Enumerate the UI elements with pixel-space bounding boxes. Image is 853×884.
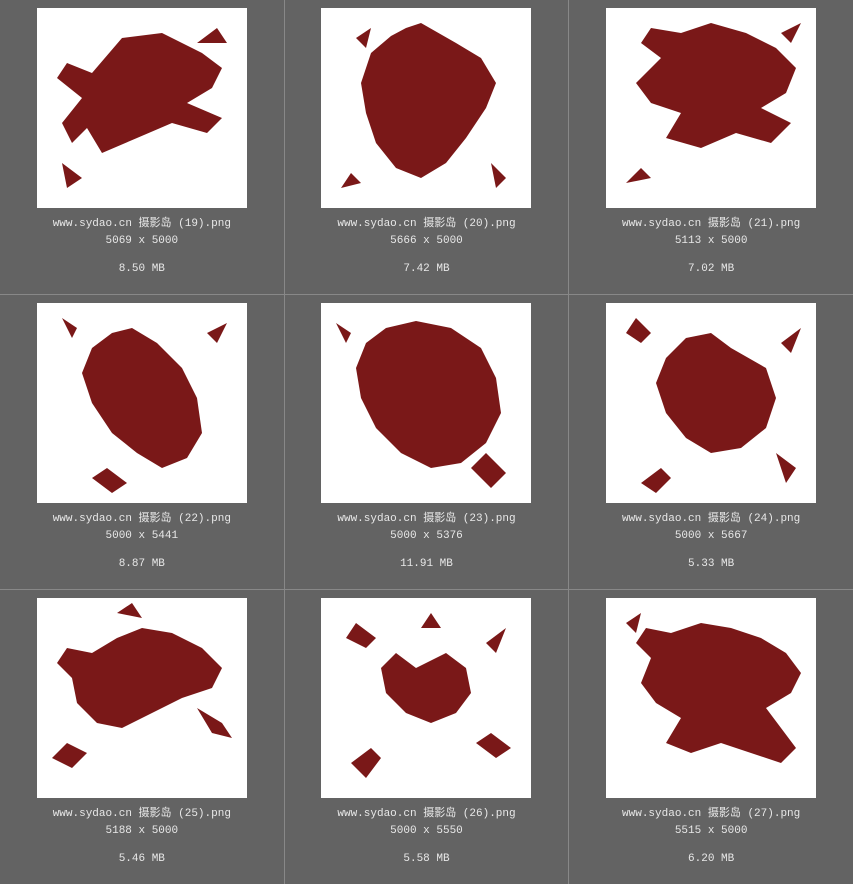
thumbnail-cell[interactable]: www.sydao.cn 摄影岛 (21).png 5113 x 5000 7.… (569, 0, 853, 294)
thumbnail-cell[interactable]: www.sydao.cn 摄影岛 (19).png 5069 x 5000 8.… (0, 0, 284, 294)
thumbnail-grid: www.sydao.cn 摄影岛 (19).png 5069 x 5000 8.… (0, 0, 853, 884)
thumbnail-cell[interactable]: www.sydao.cn 摄影岛 (25).png 5188 x 5000 5.… (0, 590, 284, 884)
thumbnail-image (321, 303, 531, 503)
thumbnail-meta: www.sydao.cn 摄影岛 (21).png 5113 x 5000 7.… (622, 216, 800, 278)
filesize-label: 7.42 MB (337, 261, 515, 278)
thumbnail-meta: www.sydao.cn 摄影岛 (22).png 5000 x 5441 8.… (53, 511, 231, 573)
thumbnail-image (37, 8, 247, 208)
filename-label: www.sydao.cn 摄影岛 (27).png (622, 806, 800, 823)
thumbnail-meta: www.sydao.cn 摄影岛 (19).png 5069 x 5000 8.… (53, 216, 231, 278)
thumbnail-meta: www.sydao.cn 摄影岛 (20).png 5666 x 5000 7.… (337, 216, 515, 278)
thumbnail-cell[interactable]: www.sydao.cn 摄影岛 (20).png 5666 x 5000 7.… (285, 0, 569, 294)
filesize-label: 5.46 MB (53, 851, 231, 868)
filesize-label: 7.02 MB (622, 261, 800, 278)
filesize-label: 5.58 MB (337, 851, 515, 868)
thumbnail-cell[interactable]: www.sydao.cn 摄影岛 (26).png 5000 x 5550 5.… (285, 590, 569, 884)
dimensions-label: 5515 x 5000 (622, 823, 800, 840)
dimensions-label: 5188 x 5000 (53, 823, 231, 840)
filename-label: www.sydao.cn 摄影岛 (22).png (53, 511, 231, 528)
splash-icon (37, 598, 247, 798)
filename-label: www.sydao.cn 摄影岛 (25).png (53, 806, 231, 823)
filename-label: www.sydao.cn 摄影岛 (23).png (337, 511, 515, 528)
filesize-label: 6.20 MB (622, 851, 800, 868)
thumbnail-image (321, 598, 531, 798)
thumbnail-image (606, 303, 816, 503)
splash-icon (321, 598, 531, 798)
splash-icon (37, 303, 247, 503)
thumbnail-image (321, 8, 531, 208)
splash-icon (606, 598, 816, 798)
filename-label: www.sydao.cn 摄影岛 (19).png (53, 216, 231, 233)
thumbnail-meta: www.sydao.cn 摄影岛 (23).png 5000 x 5376 11… (337, 511, 515, 573)
thumbnail-image (37, 598, 247, 798)
splash-icon (606, 303, 816, 503)
thumbnail-cell[interactable]: www.sydao.cn 摄影岛 (27).png 5515 x 5000 6.… (569, 590, 853, 884)
thumbnail-cell[interactable]: www.sydao.cn 摄影岛 (22).png 5000 x 5441 8.… (0, 295, 284, 589)
splash-icon (321, 303, 531, 503)
thumbnail-meta: www.sydao.cn 摄影岛 (26).png 5000 x 5550 5.… (337, 806, 515, 868)
filename-label: www.sydao.cn 摄影岛 (24).png (622, 511, 800, 528)
filesize-label: 5.33 MB (622, 556, 800, 573)
thumbnail-image (37, 303, 247, 503)
thumbnail-meta: www.sydao.cn 摄影岛 (27).png 5515 x 5000 6.… (622, 806, 800, 868)
dimensions-label: 5000 x 5441 (53, 528, 231, 545)
filename-label: www.sydao.cn 摄影岛 (26).png (337, 806, 515, 823)
thumbnail-meta: www.sydao.cn 摄影岛 (25).png 5188 x 5000 5.… (53, 806, 231, 868)
filesize-label: 11.91 MB (337, 556, 515, 573)
splash-icon (37, 8, 247, 208)
dimensions-label: 5000 x 5550 (337, 823, 515, 840)
filesize-label: 8.87 MB (53, 556, 231, 573)
dimensions-label: 5666 x 5000 (337, 233, 515, 250)
thumbnail-cell[interactable]: www.sydao.cn 摄影岛 (24).png 5000 x 5667 5.… (569, 295, 853, 589)
filename-label: www.sydao.cn 摄影岛 (20).png (337, 216, 515, 233)
thumbnail-image (606, 8, 816, 208)
thumbnail-cell[interactable]: www.sydao.cn 摄影岛 (23).png 5000 x 5376 11… (285, 295, 569, 589)
filesize-label: 8.50 MB (53, 261, 231, 278)
thumbnail-image (606, 598, 816, 798)
filename-label: www.sydao.cn 摄影岛 (21).png (622, 216, 800, 233)
dimensions-label: 5000 x 5376 (337, 528, 515, 545)
dimensions-label: 5000 x 5667 (622, 528, 800, 545)
dimensions-label: 5113 x 5000 (622, 233, 800, 250)
splash-icon (321, 8, 531, 208)
splash-icon (606, 8, 816, 208)
thumbnail-meta: www.sydao.cn 摄影岛 (24).png 5000 x 5667 5.… (622, 511, 800, 573)
dimensions-label: 5069 x 5000 (53, 233, 231, 250)
